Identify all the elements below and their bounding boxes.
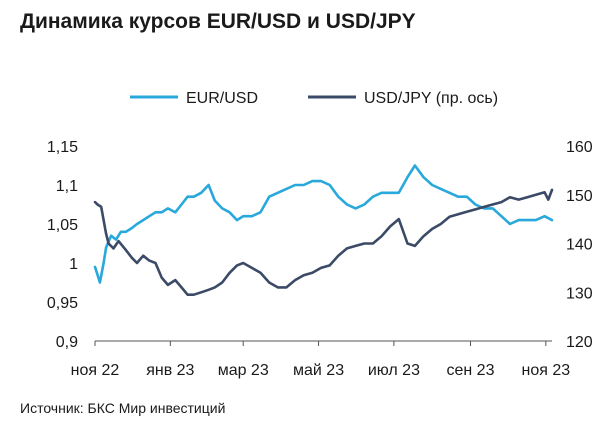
left-tick-label: 0,9	[56, 334, 78, 351]
left-tick-label: 1,1	[56, 178, 78, 195]
chart-title: Динамика курсов EUR/USD и USD/JPY	[20, 10, 416, 33]
x-tick-label: июл 23	[368, 362, 420, 379]
left-tick-label: 1,15	[47, 139, 78, 156]
right-tick-label: 150	[566, 188, 593, 205]
x-tick-label: мар 23	[218, 362, 269, 379]
legend-label-1: USD/JPY (пр. ось)	[364, 90, 498, 107]
x-tick-label: ноя 23	[522, 362, 571, 379]
x-tick-label: янв 23	[146, 362, 194, 379]
x-tick-label: сен 23	[446, 362, 494, 379]
series-line-eurusd	[93, 164, 554, 284]
right-tick-label: 120	[566, 334, 593, 351]
legend-label-0: EUR/USD	[186, 90, 258, 107]
series-line-usdjpy	[93, 188, 554, 297]
right-tick-label: 140	[566, 237, 593, 254]
right-tick-label: 160	[566, 139, 593, 156]
left-tick-label: 1	[69, 256, 78, 273]
left-tick-label: 1,05	[47, 217, 78, 234]
source-note: Источник: БКС Мир инвестиций	[20, 400, 226, 416]
right-tick-label: 130	[566, 285, 593, 302]
left-tick-label: 0,95	[47, 295, 78, 312]
x-tick-label: ноя 22	[71, 362, 120, 379]
x-tick-label: май 23	[293, 362, 344, 379]
